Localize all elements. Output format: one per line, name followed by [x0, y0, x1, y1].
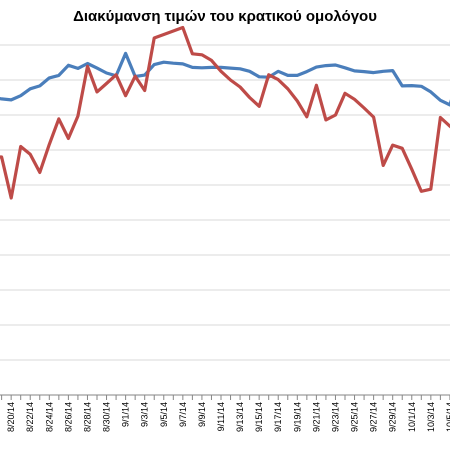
x-tick-label: 8/30/14	[102, 402, 112, 432]
chart-title: Διακύμανση τιμών του κρατικού ομολόγου	[73, 8, 377, 25]
x-tick-label: 8/24/14	[44, 402, 54, 432]
x-tick-label: 9/27/14	[369, 402, 379, 432]
x-tick-label: 10/5/14	[445, 402, 450, 432]
x-tick-label: 8/20/14	[6, 402, 16, 432]
x-tick-label: 10/1/14	[407, 402, 417, 432]
x-tick-label: 9/7/14	[178, 402, 188, 427]
x-tick-label: 9/15/14	[254, 402, 264, 432]
x-tick-label: 9/29/14	[388, 402, 398, 432]
x-tick-label: 9/1/14	[121, 402, 131, 427]
x-tick-label: 9/9/14	[197, 402, 207, 427]
x-tick-label: 8/22/14	[25, 402, 35, 432]
x-tick-label: 9/25/14	[350, 402, 360, 432]
x-tick-label: 8/26/14	[63, 402, 73, 432]
x-tick-label: 10/3/14	[426, 402, 436, 432]
x-tick-label: 8/28/14	[82, 402, 92, 432]
series-line-2	[0, 25, 450, 200]
x-tick-label: 9/19/14	[292, 402, 302, 432]
x-tick-label: 9/23/14	[330, 402, 340, 432]
series-line-1	[0, 51, 450, 107]
x-tick-label: 9/5/14	[159, 402, 169, 427]
x-tick-label: 9/11/14	[216, 402, 226, 431]
x-tick-label: 9/17/14	[273, 402, 283, 432]
x-tick-label: 9/21/14	[311, 402, 321, 432]
x-tick-label: 9/3/14	[140, 402, 150, 427]
x-tick-label: 9/13/14	[235, 402, 245, 432]
